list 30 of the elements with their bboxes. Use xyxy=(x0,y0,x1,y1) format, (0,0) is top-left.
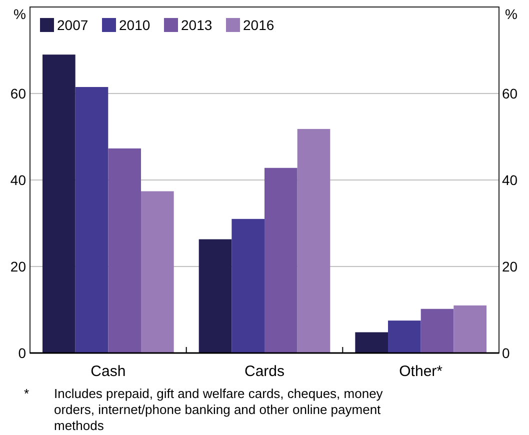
bar xyxy=(75,87,108,353)
bar xyxy=(232,218,264,353)
y-tick-label: 0 xyxy=(18,344,26,361)
y-tick-label: 20 xyxy=(10,258,26,274)
bar xyxy=(297,128,330,353)
legend-label: 2013 xyxy=(181,17,212,33)
bar xyxy=(42,54,76,353)
bar xyxy=(388,320,421,353)
y2-axis-title: % xyxy=(505,6,518,22)
legend-label: 2007 xyxy=(57,17,88,33)
x-tick-label: Cards xyxy=(244,363,285,380)
bar xyxy=(108,148,141,353)
legend-label: 2010 xyxy=(119,17,150,33)
text: * Includes prepaid, gift and welfare cards, cheques, money orders, internet/phone banking and other online payment methods xyxy=(24,386,383,433)
bar xyxy=(140,191,174,353)
y2-tick-label: 40 xyxy=(502,172,518,188)
bar xyxy=(420,308,454,353)
legend-label: 2016 xyxy=(243,17,274,33)
bar xyxy=(198,239,232,353)
x-tick-label: Cash xyxy=(90,363,126,380)
y-axis-title: % xyxy=(14,6,26,22)
bar xyxy=(355,332,388,353)
y-tick-label: 40 xyxy=(10,172,26,188)
y-tick-label: 60 xyxy=(10,85,26,102)
y2-tick-label: 0 xyxy=(502,344,510,361)
bar xyxy=(264,168,298,353)
x-tick-label: Other* xyxy=(399,363,443,380)
bar xyxy=(454,305,486,353)
y2-tick-label: 60 xyxy=(502,85,518,102)
y2-tick-label: 20 xyxy=(502,258,518,274)
